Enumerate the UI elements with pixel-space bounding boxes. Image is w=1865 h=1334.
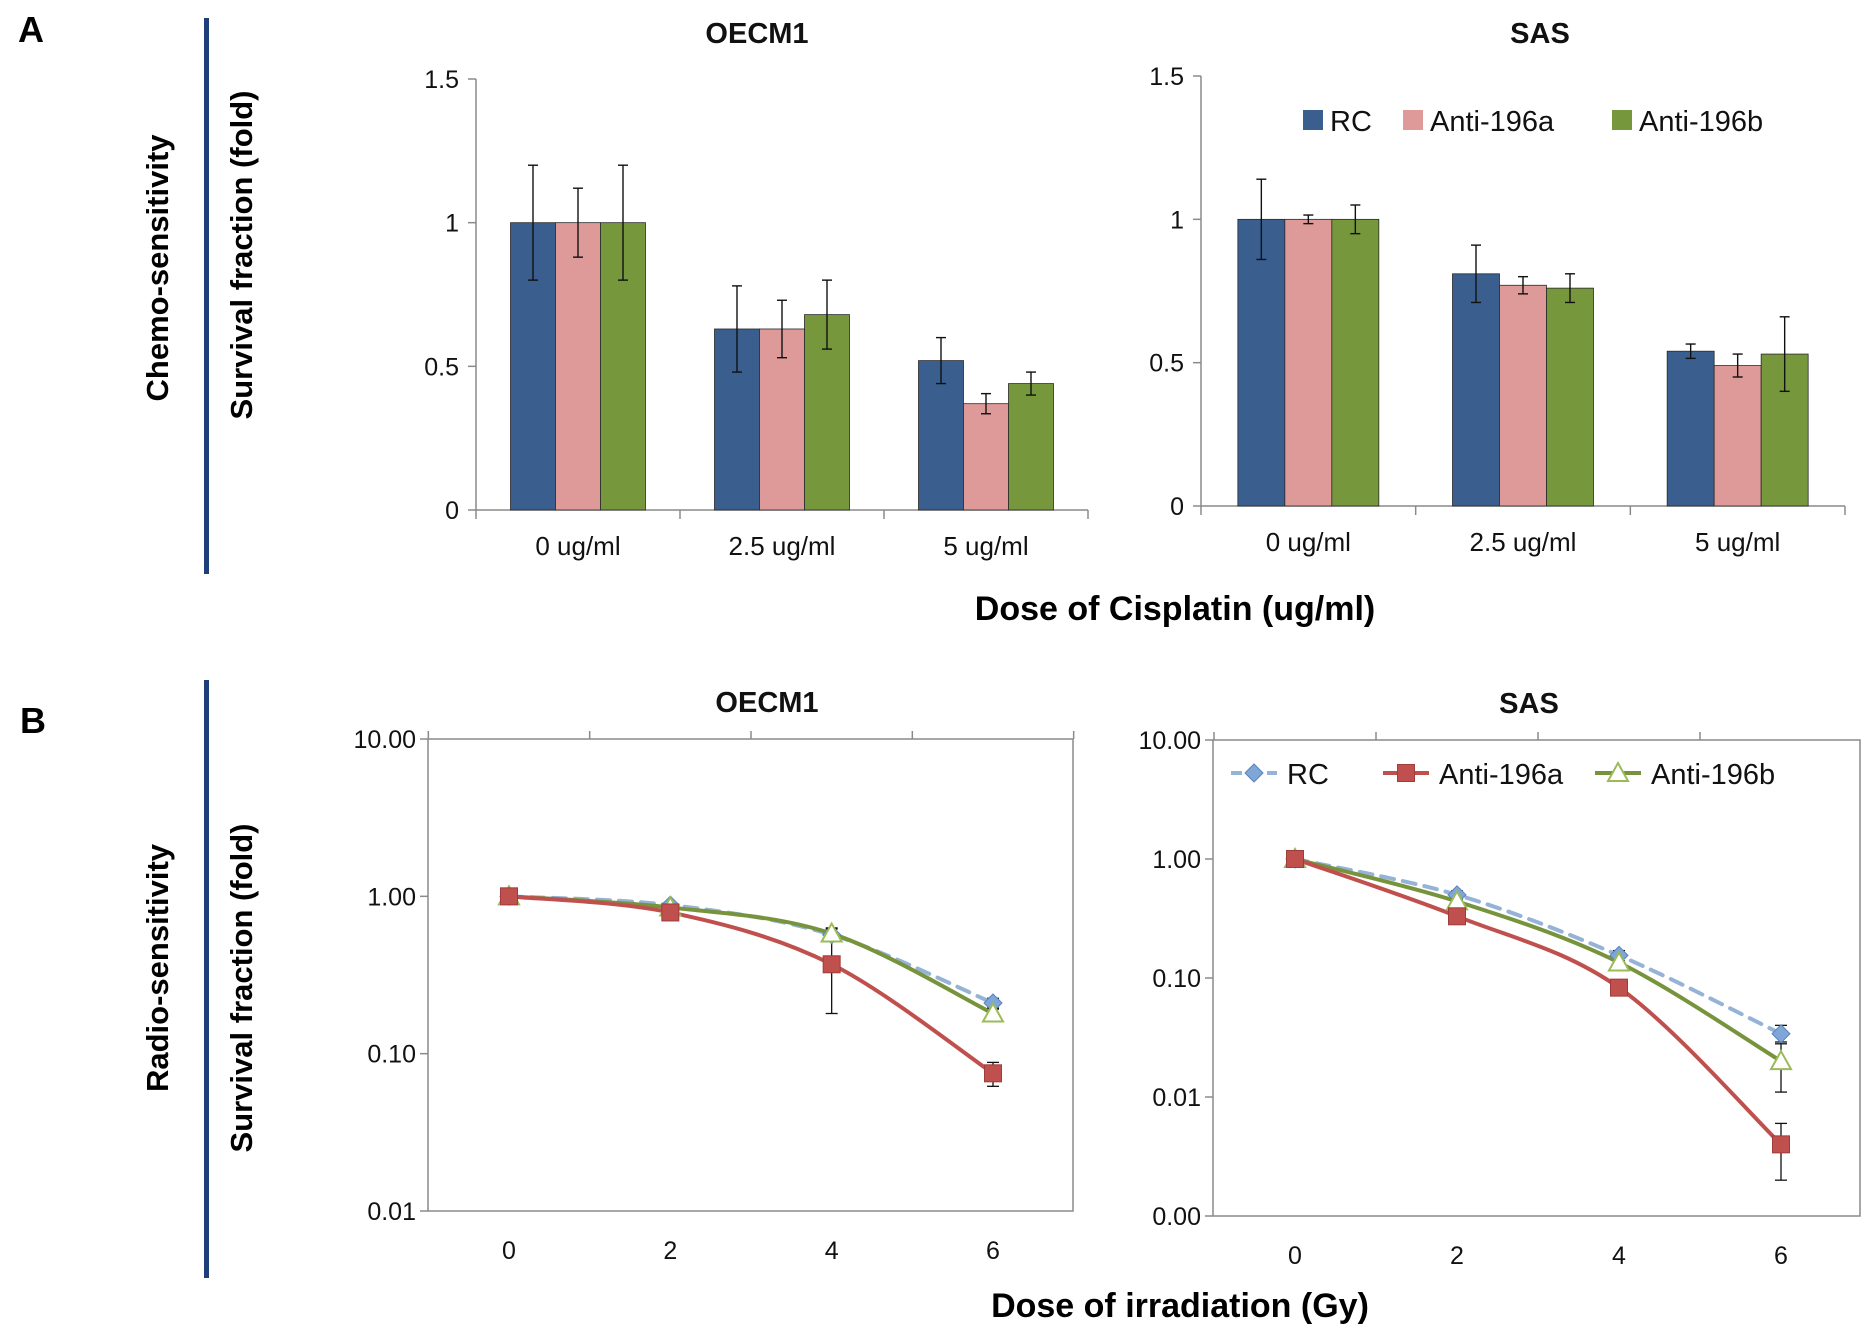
data-point-anti-196a (1448, 907, 1466, 926)
y-tick-label: 0 (445, 497, 459, 525)
x-tick-label: 4 (825, 1237, 839, 1265)
y-tick-label: 0.00 (1152, 1203, 1201, 1231)
y-tick-label: 1.5 (424, 66, 459, 94)
chart-legend: RC Anti-196a Anti-196b (1303, 106, 1763, 138)
x-tick-label: 2 (1450, 1242, 1464, 1270)
bar-anti-196a (1713, 365, 1762, 507)
chart-sas-cisplatin: SAS 0 0.5 1 1.5 0 ug/ml 2.5 ug/ml 5 ug/ml RC Anti… (1149, 18, 1846, 557)
series-line-anti-196b (1293, 857, 1783, 1064)
series-line-anti-196b (507, 894, 995, 1016)
panel-a-side-label: Chemo-sensitivity (140, 134, 175, 402)
y-tick-label: 0.10 (1152, 965, 1201, 993)
data-point-anti-196a (984, 1064, 1002, 1083)
x-tick-label: 2.5 ug/ml (1470, 527, 1577, 557)
x-tick-label: 0 ug/ml (1266, 527, 1351, 557)
x-tick-label: 4 (1612, 1242, 1626, 1270)
chart-legend: RC Anti-196a Anti-196b (1231, 759, 1775, 791)
bar-anti-196b (1331, 218, 1380, 507)
legend-label: Anti-196b (1639, 106, 1763, 138)
y-tick-label: 1.00 (1152, 846, 1201, 874)
data-point-rc (1244, 763, 1264, 783)
plot-frame (1212, 739, 1861, 1217)
data-point-anti-196b (981, 1001, 1005, 1023)
panel-a-x-axis-label: Dose of Cisplatin (ug/ml) (975, 590, 1375, 628)
y-tick-label: 0.01 (1152, 1084, 1201, 1112)
y-tick-label: 0.01 (367, 1198, 416, 1226)
data-point-anti-196a (500, 887, 518, 906)
chart-oecm1-cisplatin: OECM1 0 0.5 1 1.5 0 ug/ml 2.5 ug/ml 5 ug/ml (424, 18, 1089, 561)
panel-b-y-axis-label: Survival fraction (fold) (224, 824, 259, 1153)
x-tick-label: 5 ug/ml (943, 531, 1028, 561)
y-tick-label: 0.5 (1149, 350, 1184, 378)
x-tick-label: 0 ug/ml (535, 531, 620, 561)
panel-b-side-label: Radio-sensitivity (140, 843, 175, 1092)
legend-swatch-anti-196b (1612, 110, 1632, 130)
data-point-anti-196b (819, 921, 844, 943)
panel-a-y-axis-label: Survival fraction (fold) (224, 91, 259, 420)
y-tick-label: 0.5 (424, 353, 459, 381)
chart-title: SAS (1510, 18, 1570, 50)
x-tick-label: 6 (1774, 1242, 1788, 1270)
y-tick-label: 0.10 (367, 1041, 416, 1069)
legend-label: Anti-196a (1430, 106, 1555, 138)
panel-b-x-axis-label: Dose of irradiation (Gy) (991, 1287, 1369, 1325)
data-point-anti-196a (661, 903, 680, 922)
legend-label: RC (1287, 759, 1329, 791)
bar-anti-196b (1546, 287, 1594, 507)
chart-title: SAS (1499, 688, 1559, 720)
x-tick-label: 5 ug/ml (1695, 527, 1780, 557)
side-rules (204, 18, 209, 1278)
x-tick-label: 0 (1288, 1242, 1302, 1270)
chart-oecm1-irradiation: OECM1 0.01 0.10 1.00 10.00 0 2 4 6 (353, 687, 1075, 1265)
bar-anti-196a (1284, 218, 1333, 507)
series-line-anti-196a (1293, 857, 1783, 1147)
panel-a-side-rule (204, 18, 209, 574)
series-line-rc (507, 894, 995, 1005)
chart-sas-irradiation: SAS 0.00 0.01 0.10 1.00 10.00 0 2 4 6 RC Anti-196a A… (1138, 688, 1861, 1270)
bar-rc (1666, 350, 1715, 507)
x-tick-label: 2 (663, 1237, 677, 1265)
bar-rc (1452, 273, 1500, 507)
panel-b-side-rule (204, 680, 209, 1278)
x-tick-label: 0 (502, 1237, 516, 1265)
bar-anti-196a (1499, 284, 1547, 507)
legend-label: Anti-196b (1651, 759, 1775, 791)
data-point-anti-196b (1606, 760, 1630, 782)
series-line-rc (1293, 857, 1783, 1036)
bar-rc (918, 360, 964, 511)
plot-frame (427, 738, 1074, 1212)
x-tick-label: 2.5 ug/ml (729, 531, 836, 561)
legend-swatch-anti-196a (1403, 110, 1423, 130)
bar-anti-196a (555, 222, 601, 511)
data-point-anti-196a (1610, 978, 1628, 997)
data-point-rc (1771, 1024, 1791, 1044)
y-tick-label: 1 (1170, 206, 1184, 234)
legend-swatch-rc (1303, 110, 1323, 130)
data-point-anti-196a (1397, 764, 1415, 782)
series-line-anti-196a (507, 894, 995, 1076)
y-tick-label: 1.5 (1149, 63, 1184, 91)
chart-title: OECM1 (705, 18, 808, 50)
y-tick-label: 10.00 (353, 726, 416, 754)
bar-rc (1237, 218, 1286, 507)
panel-a-label: A (18, 9, 44, 50)
data-point-anti-196b (1769, 1049, 1793, 1071)
y-tick-label: 0 (1170, 493, 1184, 521)
x-tick-label: 6 (986, 1237, 1000, 1265)
data-point-anti-196b (1607, 950, 1631, 972)
chart-title: OECM1 (715, 687, 818, 719)
y-tick-label: 1.00 (367, 883, 416, 911)
y-tick-label: 10.00 (1138, 727, 1201, 755)
bar-anti-196b (1008, 383, 1054, 511)
y-tick-label: 1 (445, 210, 459, 238)
bar-anti-196a (963, 403, 1009, 511)
panel-b-label: B (20, 700, 46, 741)
data-point-anti-196a (822, 955, 841, 974)
legend-label: RC (1330, 106, 1372, 138)
data-point-anti-196a (1286, 850, 1304, 868)
data-point-anti-196a (1772, 1135, 1790, 1154)
legend-label: Anti-196a (1439, 759, 1564, 791)
